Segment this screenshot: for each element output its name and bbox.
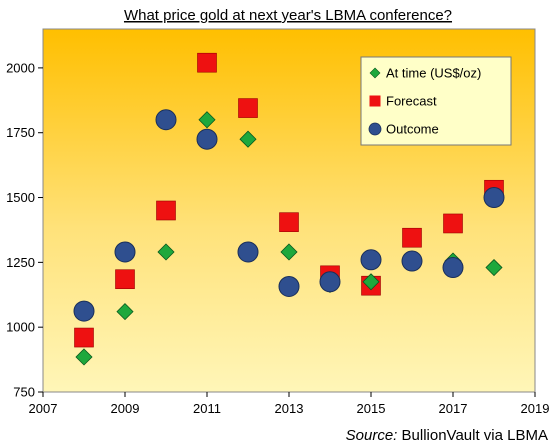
x-tick-label: 2017 bbox=[439, 401, 468, 416]
diamond-point bbox=[198, 111, 216, 129]
y-tick-label: 750 bbox=[13, 385, 35, 400]
x-tick-label: 2007 bbox=[29, 401, 58, 416]
source-note: Source: BullionVault via LBMA bbox=[346, 427, 548, 444]
square-point bbox=[197, 52, 217, 73]
source-text: BullionVault via LBMA bbox=[397, 427, 548, 444]
circle-point bbox=[360, 249, 382, 271]
x-tick-label: 2015 bbox=[357, 401, 386, 416]
diamond-point bbox=[116, 303, 134, 321]
legend-box bbox=[360, 56, 512, 146]
diamond-point bbox=[239, 130, 257, 148]
x-tick-label: 2019 bbox=[521, 401, 550, 416]
circle-point bbox=[155, 109, 177, 131]
diamond-point bbox=[157, 243, 175, 261]
source-prefix: Source: bbox=[346, 427, 398, 444]
circle-point bbox=[237, 241, 259, 263]
y-tick-label: 1000 bbox=[6, 320, 35, 335]
circle-point bbox=[319, 271, 341, 293]
axes: 750 1000 1250 1500 1750 2000 2007 2009 2011 2013 2… bbox=[6, 60, 549, 416]
diamond-point bbox=[362, 273, 380, 291]
square-point bbox=[238, 98, 258, 118]
diamond-point bbox=[280, 243, 298, 261]
square-point bbox=[74, 327, 94, 348]
legend-square-icon bbox=[369, 95, 381, 107]
circle-point bbox=[278, 275, 300, 297]
legend-label: At time (US$/oz) bbox=[386, 66, 481, 81]
y-tick-label: 1750 bbox=[6, 125, 35, 140]
square-point bbox=[115, 269, 135, 290]
circle-point bbox=[442, 257, 464, 279]
x-tick-label: 2013 bbox=[275, 401, 304, 416]
legend-diamond-icon bbox=[369, 67, 381, 79]
y-tick-label: 1250 bbox=[6, 255, 35, 270]
legend-circle-icon bbox=[368, 122, 382, 136]
x-tick-label: 2011 bbox=[193, 401, 221, 416]
circle-point bbox=[114, 241, 136, 263]
square-point bbox=[402, 227, 422, 248]
x-tick-label: 2009 bbox=[111, 401, 140, 416]
y-tick-label: 2000 bbox=[6, 60, 35, 75]
data-marks bbox=[73, 52, 505, 366]
diamond-point bbox=[75, 348, 93, 366]
legend-label: Forecast bbox=[386, 94, 437, 109]
circle-point bbox=[401, 250, 423, 272]
circle-point bbox=[196, 128, 218, 150]
y-tick-label: 1500 bbox=[6, 190, 35, 205]
square-point bbox=[443, 213, 463, 234]
diamond-point bbox=[485, 258, 503, 277]
square-point bbox=[279, 212, 299, 232]
series-circle bbox=[73, 109, 505, 322]
legend-label: Outcome bbox=[386, 122, 439, 137]
circle-point bbox=[483, 187, 505, 209]
legend: At time (US$/oz) Forecast Outcome bbox=[360, 56, 512, 146]
square-point bbox=[156, 200, 176, 221]
chart-title: What price gold at next year's LBMA conf… bbox=[124, 7, 452, 24]
circle-point bbox=[73, 300, 95, 322]
